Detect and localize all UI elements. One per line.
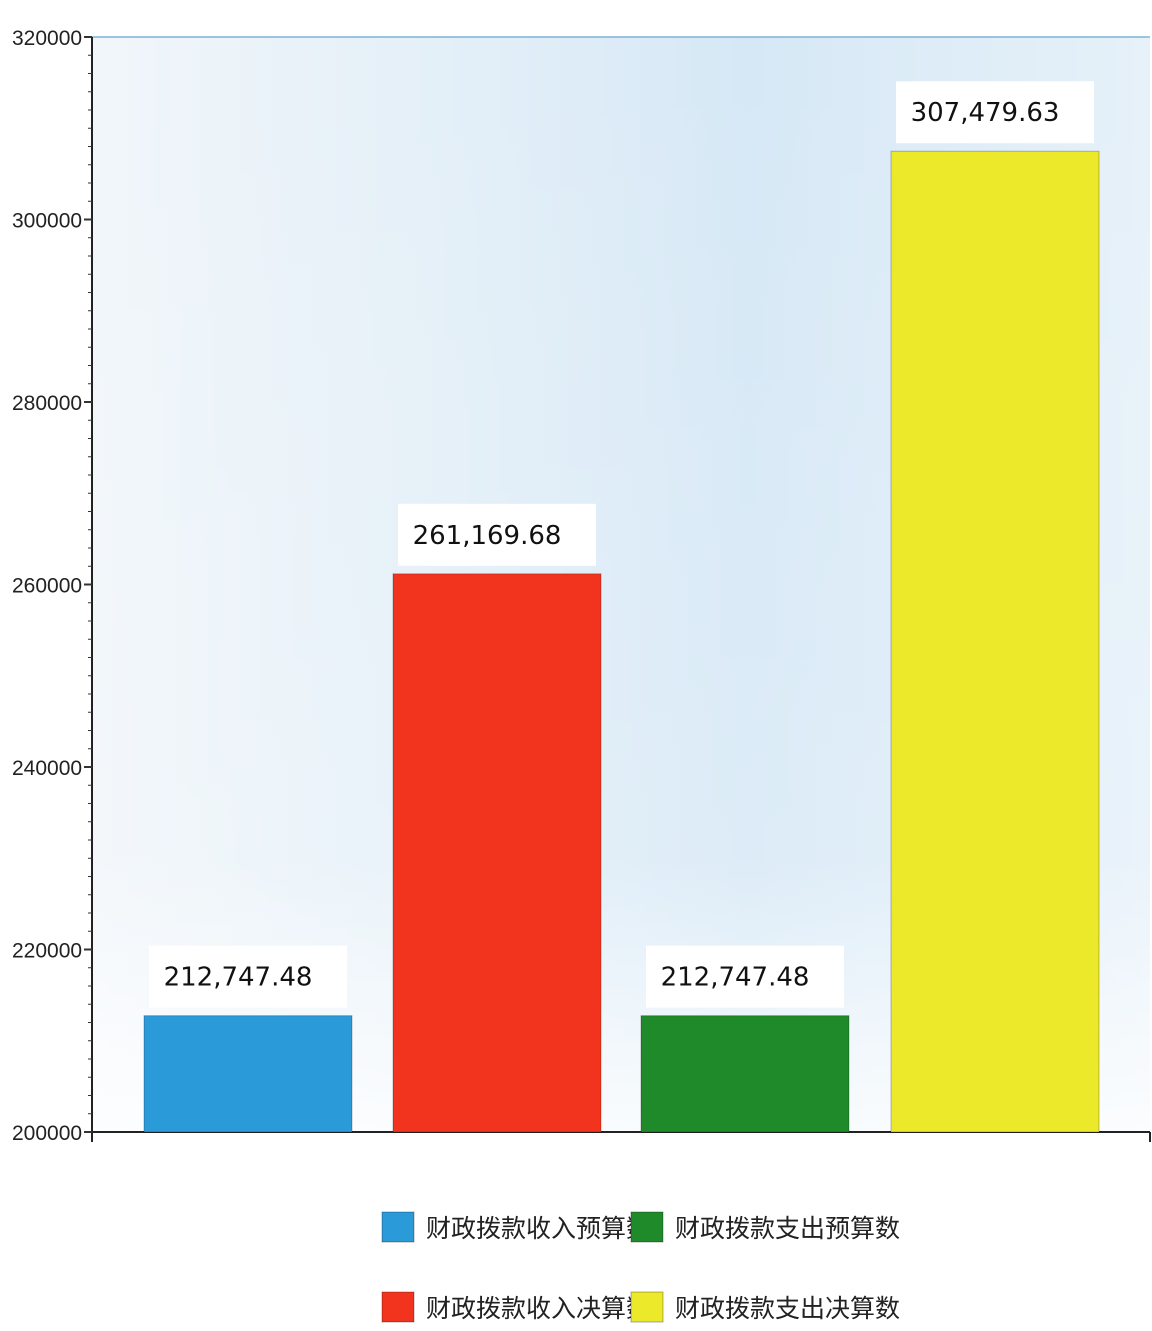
y-tick-label: 240000 [12,757,82,780]
legend-label: 财政拨款收入决算数 [426,1294,651,1323]
legend-label: 财政拨款支出预算数 [675,1214,900,1243]
bar-4 [890,150,1100,1133]
y-tick-label: 200000 [12,1122,82,1145]
y-tick-label: 320000 [12,27,82,50]
data-label: 307,479.63 [911,98,1060,128]
data-label-box [646,945,844,1008]
y-tick-label: 260000 [12,575,82,598]
bar-3 [640,1015,850,1133]
data-label-box [398,503,596,566]
legend-swatch [630,1211,664,1243]
y-tick-label: 220000 [12,940,82,963]
legend-swatch [381,1211,415,1243]
bars [143,150,1100,1133]
data-label: 212,747.48 [661,963,810,993]
legend-swatch [630,1291,664,1323]
data-label: 261,169.68 [413,521,562,551]
data-label: 212,747.48 [164,963,313,993]
y-tick-label: 280000 [12,392,82,415]
bar-1 [143,1015,353,1133]
data-labels: 212,747.48 261,169.68 212,747.48 307,479.63 [149,81,1094,1008]
data-label-box [896,81,1094,144]
legend-swatch [381,1291,415,1323]
bar-2 [392,573,602,1133]
data-label-box [149,945,347,1008]
legend-label: 财政拨款支出决算数 [675,1294,900,1323]
legend-label: 财政拨款收入预算数 [426,1214,651,1243]
y-tick-label: 300000 [12,210,82,233]
